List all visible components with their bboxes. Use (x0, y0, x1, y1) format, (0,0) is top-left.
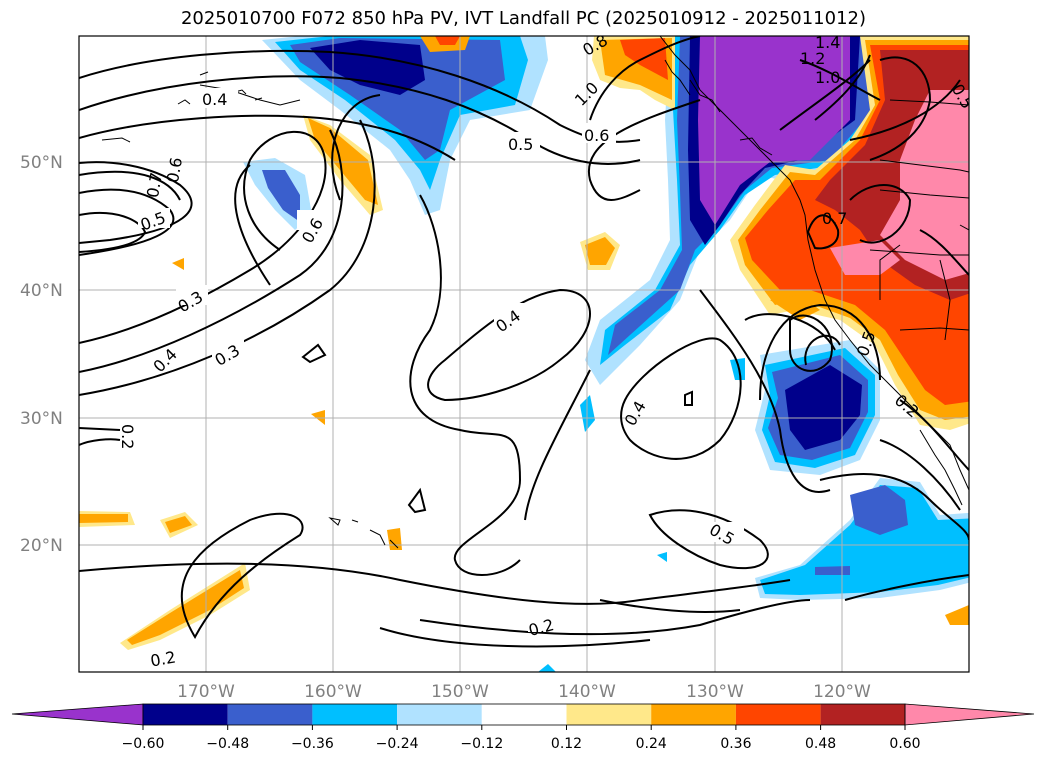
colorbar-bin (143, 704, 228, 725)
map-panel: 0.4 0.7 0.6 0.5 0.6 0.5 0.6 1.0 0.8 1.4 … (79, 33, 969, 672)
lat-tick: 50°N (20, 153, 63, 173)
colorbar-bin (820, 704, 906, 725)
colorbar-bin (566, 704, 652, 725)
colorbar: −0.60 −0.48 −0.36 −0.24 −0.12 0.12 0.24 … (11, 703, 1035, 752)
map-title: 2025010700 F072 850 hPa PV, IVT Landfall… (180, 8, 867, 29)
longitude-ticks: 170°W 160°W 150°W 140°W 130°W 120°W (177, 682, 871, 702)
colorbar-label: 0.36 (720, 736, 751, 752)
colorbar-label: −0.24 (376, 736, 419, 752)
lon-tick: 120°W (813, 682, 871, 702)
colorbar-label: 0.48 (805, 736, 836, 752)
contour-label: 0.6 (163, 156, 186, 184)
contour-label: 1.2 (800, 49, 825, 68)
contour-label: 0.2 (118, 424, 137, 449)
contour-label: 0.7 (143, 171, 166, 199)
contour-label: 1.4 (815, 33, 840, 52)
lon-tick: 160°W (304, 682, 362, 702)
colorbar-label: −0.36 (291, 736, 334, 752)
lat-tick: 40°N (20, 281, 63, 301)
colorbar-label: 0.12 (551, 736, 582, 752)
colorbar-bin (481, 704, 567, 725)
contour-label: 0.2 (149, 647, 177, 670)
lon-tick: 150°W (431, 682, 489, 702)
coastlines (101, 36, 969, 549)
colorbar-bin (735, 704, 821, 725)
graticule (79, 36, 969, 672)
colorbar-bin (312, 704, 398, 725)
contour-label: 1.0 (815, 68, 840, 87)
lat-tick: 20°N (20, 536, 63, 556)
latitude-ticks: 50°N 40°N 30°N 20°N (20, 153, 63, 556)
map-frame (78, 35, 970, 673)
colorbar-bin (397, 704, 482, 725)
colorbar-label: −0.48 (206, 736, 249, 752)
colorbar-label: 0.24 (636, 736, 667, 752)
colorbar-label: 0.60 (889, 736, 920, 752)
lon-tick: 130°W (686, 682, 744, 702)
colorbar-over-arrow (904, 703, 1035, 726)
contour-label: 0.7 (822, 209, 847, 228)
lon-tick: 140°W (558, 682, 616, 702)
colorbar-label: −0.12 (460, 736, 503, 752)
colorbar-bin (651, 704, 736, 725)
lat-tick: 30°N (20, 409, 63, 429)
contour-label: 0.4 (202, 90, 227, 109)
lon-tick: 170°W (177, 682, 235, 702)
contour-label: 0.6 (584, 126, 609, 145)
contour-label: 0.5 (508, 135, 533, 154)
ivt-contours (79, 36, 969, 648)
colorbar-under-arrow (11, 703, 144, 726)
colorbar-bin (227, 704, 313, 725)
colorbar-label: −0.60 (122, 736, 165, 752)
